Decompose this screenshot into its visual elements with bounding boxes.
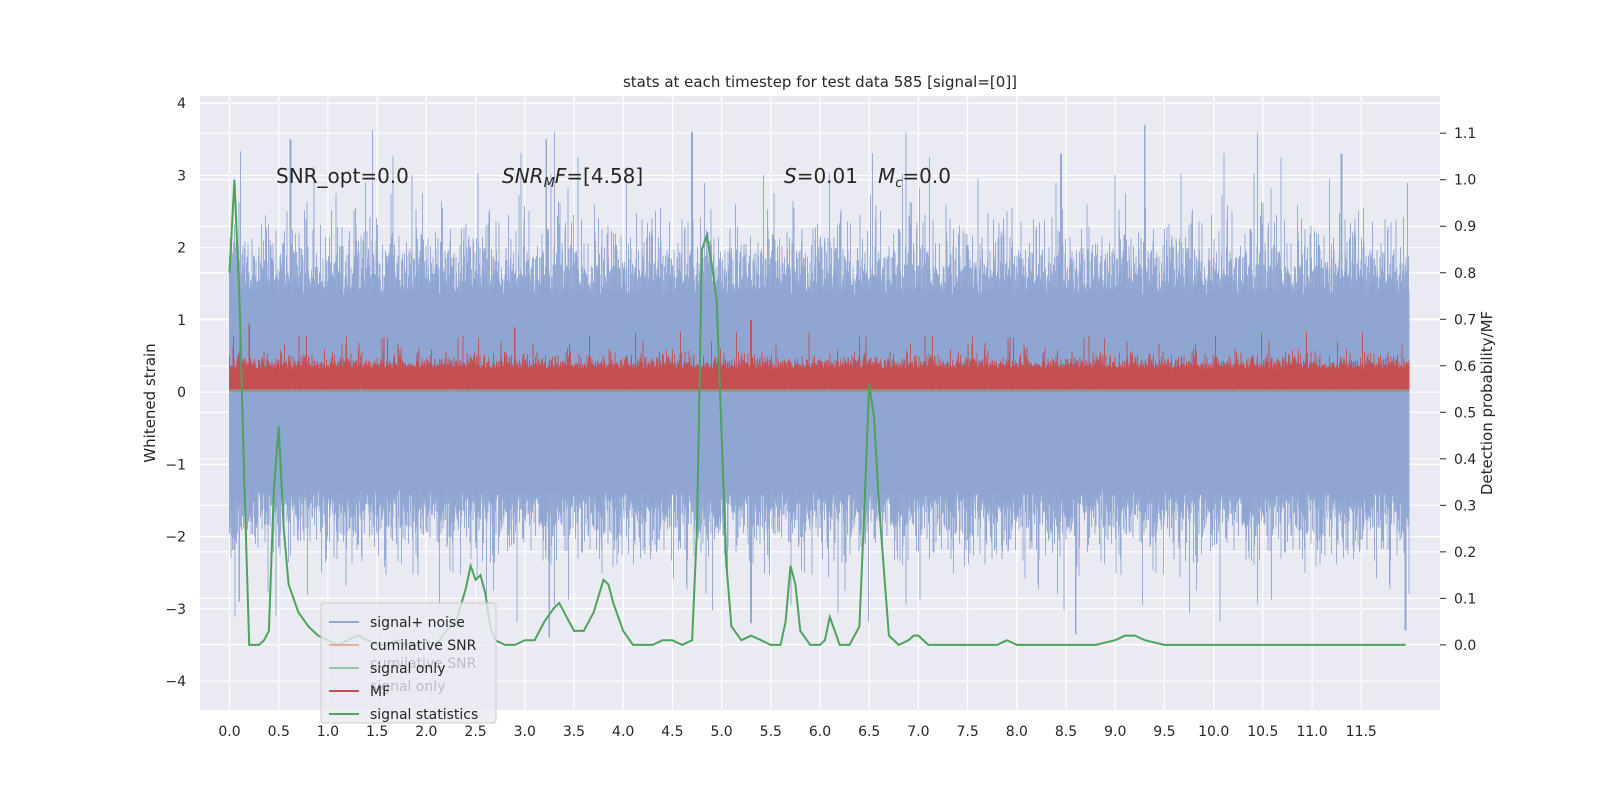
y-tick-label: 3 <box>177 168 186 184</box>
annotation-snr-mf: SNRMF=[4.58] <box>502 164 643 191</box>
legend-ghost-text: cumilative SNR <box>370 656 477 672</box>
x-tick-label: 0.5 <box>268 724 290 740</box>
y-tick-label: 4 <box>177 96 186 112</box>
legend: cumilative SNR signal only signal+ noise… <box>320 602 497 724</box>
y2-tick-labels: 0.0 0.1 0.2 0.3 0.4 0.5 0.6 0.7 0.8 0.9 1.0 1.1 <box>1440 126 1476 654</box>
y2-tick-label: 0.3 <box>1454 498 1476 514</box>
x-tick-label: 8.5 <box>1055 724 1077 740</box>
y2-tick-label: 1.1 <box>1454 126 1476 142</box>
series-mf <box>229 319 1410 391</box>
y2-tick-label: 0.1 <box>1454 591 1476 607</box>
legend-entry: MF <box>329 684 390 700</box>
x-tick-label: 10.0 <box>1198 724 1229 740</box>
y2-tick-label: 0.6 <box>1454 359 1476 375</box>
x-tick-label: 7.5 <box>956 724 978 740</box>
x-tick-label: 0.0 <box>218 724 240 740</box>
x-tick-label: 1.5 <box>366 724 388 740</box>
legend-box <box>320 602 497 724</box>
legend-label: signal+ noise <box>370 615 465 631</box>
y2-tick-label: 0.7 <box>1454 312 1476 328</box>
y2-tick-label: 0.0 <box>1454 638 1476 654</box>
y2-tick-label: 0.2 <box>1454 545 1476 561</box>
y-tick-label: −4 <box>165 674 186 690</box>
x-tick-label: 6.5 <box>858 724 880 740</box>
y2-tick-label: 0.9 <box>1454 219 1476 235</box>
y-tick-label: 1 <box>177 313 186 329</box>
x-tick-label: 9.0 <box>1104 724 1126 740</box>
y-tick-label: −2 <box>165 530 186 546</box>
x-tick-label: 5.0 <box>710 724 732 740</box>
y-tick-label: −3 <box>165 602 186 618</box>
y2-tick-label: 1.0 <box>1454 173 1476 189</box>
annotation-mc: Mc=0.0 <box>878 164 951 191</box>
y-tick-label: 2 <box>177 241 186 257</box>
y2-tick-label: 0.5 <box>1454 405 1476 421</box>
x-tick-label: 3.0 <box>514 724 536 740</box>
x-tick-label: 5.5 <box>760 724 782 740</box>
series-trace <box>229 319 1410 391</box>
y-tick-label: 0 <box>177 385 186 401</box>
y-axis-label: Whitened strain <box>141 343 159 462</box>
annotations: SNR_opt=0.0 SNRMF=[4.58] S=0.01 Mc=0.0 <box>276 164 951 191</box>
x-tick-label: 9.5 <box>1153 724 1175 740</box>
x-tick-label: 7.0 <box>907 724 929 740</box>
legend-entry: signal+ noise <box>329 615 465 631</box>
legend-label: cumilative SNR <box>370 638 477 654</box>
x-tick-label: 8.0 <box>1006 724 1028 740</box>
y2-tick-label: 0.4 <box>1454 452 1476 468</box>
annotation-snr-opt: SNR_opt=0.0 <box>276 164 409 188</box>
legend-label: signal statistics <box>370 707 478 723</box>
legend-label: signal only <box>370 661 445 677</box>
x-tick-label: 2.5 <box>464 724 486 740</box>
annotation-s: S=0.01 <box>784 164 858 188</box>
y-tick-labels: −4 −3 −2 −1 0 1 2 3 4 <box>165 96 186 690</box>
chart-title: stats at each timestep for test data 585… <box>623 73 1017 91</box>
y2-axis-label: Detection probability/MF <box>1478 311 1496 495</box>
x-tick-label: 11.0 <box>1296 724 1327 740</box>
legend-entry: cumilative SNR <box>329 638 477 654</box>
x-tick-label: 3.5 <box>563 724 585 740</box>
x-tick-label: 4.5 <box>661 724 683 740</box>
x-tick-label: 11.5 <box>1346 724 1377 740</box>
x-tick-label: 6.0 <box>809 724 831 740</box>
legend-ghost-text: signal only <box>370 679 445 695</box>
x-tick-label: 4.0 <box>612 724 634 740</box>
y2-tick-label: 0.8 <box>1454 266 1476 282</box>
y-tick-label: −1 <box>165 457 186 473</box>
x-tick-label: 1.0 <box>317 724 339 740</box>
legend-label: MF <box>370 684 390 700</box>
x-tick-labels: 0.0 0.5 1.0 1.5 2.0 2.5 3.0 3.5 4.0 4.5 5.0 5.5 6.0 6… <box>218 724 1376 740</box>
legend-entry: signal only <box>329 661 445 677</box>
legend-entry: signal statistics <box>329 707 478 723</box>
x-tick-label: 2.0 <box>415 724 437 740</box>
x-tick-label: 10.5 <box>1247 724 1278 740</box>
